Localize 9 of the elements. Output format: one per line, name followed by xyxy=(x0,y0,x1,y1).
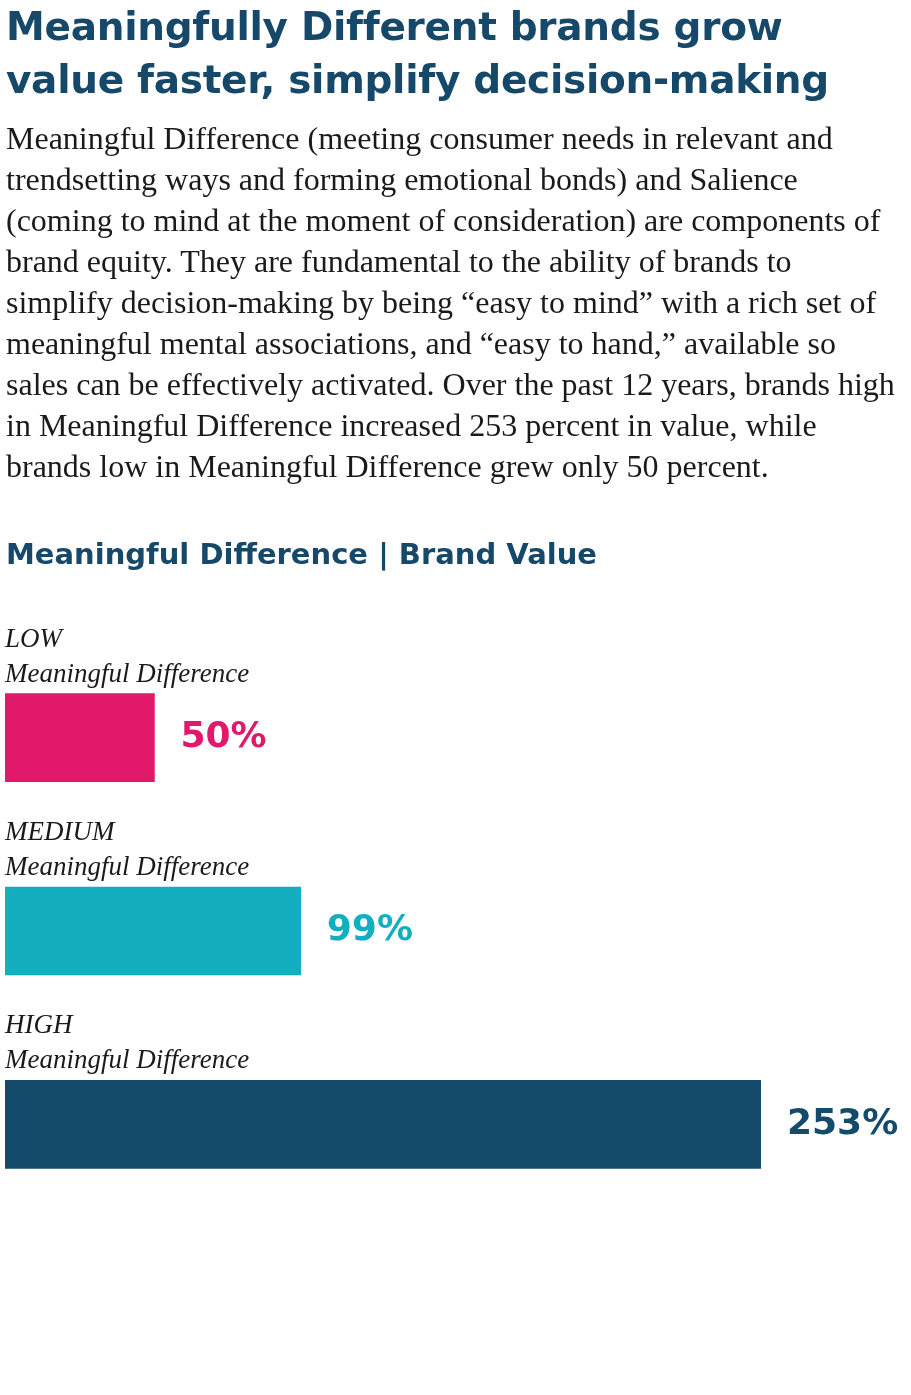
y-tick-label: HIGH Meaningful Difference xyxy=(4,1009,250,1075)
data-label: 99% xyxy=(326,907,413,949)
y-tick-label: MEDIUM Meaningful Difference xyxy=(4,816,250,881)
text: Meaningful Difference (meeting consumer needs in relevant and trendsetting ways and forming emotional bonds) and Salience (coming to mind at the moment of consideration) are components of brand equity. They are fundamental to the ability of brands to simplify decision-making by being “easy to mind” with a rich set of meaningful mental associations, and “easy to hand,” available so sales can be effectively activated. Over the past 12 years, brands high in Meaningful Difference increased 253 percent in value, while brands low in Meaningful Difference grew only 50 percent. xyxy=(6,120,895,484)
data-label: 50% xyxy=(180,714,267,756)
data-label: 253% xyxy=(787,1100,899,1142)
y-tick-label: LOW Meaningful Difference xyxy=(4,622,250,688)
chart-title: Meaningfully Different brands grow value faster, simplify decision-making xyxy=(5,3,830,104)
annotation: Meaningful Difference | Brand Value xyxy=(5,537,598,571)
